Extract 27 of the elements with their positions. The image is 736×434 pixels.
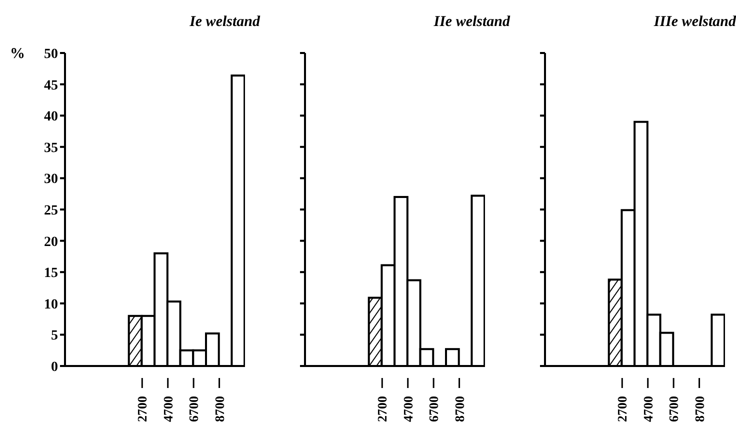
x-tick-label: 6700 [186, 396, 202, 422]
x-tick-label: 6700 [666, 396, 682, 422]
y-tick-label: 5 [51, 328, 58, 344]
y-tick-label: 10 [44, 297, 58, 312]
x-tick-label: 8700 [452, 396, 467, 422]
y-tick-label: 35 [44, 140, 58, 156]
x-tick-label: 8700 [692, 396, 707, 422]
y-tick-label: 0 [51, 360, 58, 375]
x-tick-label: 4700 [640, 396, 656, 422]
y-tick-label: 40 [44, 110, 58, 125]
y-tick-label: 30 [44, 172, 58, 188]
y-tick-label: 25 [44, 203, 58, 218]
x-tick-label: 2700 [134, 396, 150, 422]
x-tick-label: 2700 [614, 396, 630, 422]
chart-title: Ie welstand [188, 13, 262, 32]
y-tick-label: 15 [44, 266, 58, 282]
x-tick-label: 2700 [374, 396, 390, 422]
y-tick-label: 45 [44, 78, 58, 94]
x-tick-label: 4700 [160, 396, 176, 422]
chart-title: IIIe welstand [652, 13, 736, 32]
y-axis-title: % [10, 46, 25, 62]
chart-title: IIe welstand [432, 13, 510, 32]
x-tick-label: 8700 [212, 396, 227, 422]
y-tick-label: 50 [44, 46, 58, 62]
x-tick-label: 4700 [400, 396, 416, 422]
x-tick-label: 6700 [426, 396, 442, 422]
y-tick-label: 20 [44, 234, 58, 250]
